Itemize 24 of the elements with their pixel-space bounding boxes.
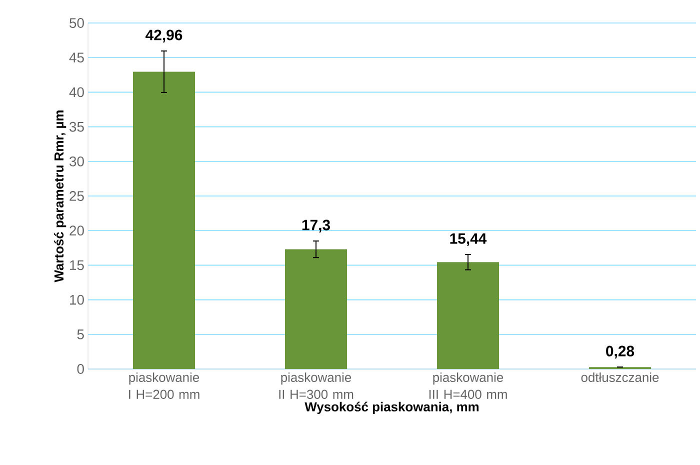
y-tick-label: 5: [77, 330, 84, 340]
y-tick-label: 20: [70, 226, 84, 236]
data-label: 42,96: [146, 30, 182, 42]
data-label: 17,3: [302, 220, 330, 232]
y-tick-label: 50: [70, 18, 84, 28]
data-label: 0,28: [606, 346, 634, 359]
x-tick-label: piaskowanie I H=200 mm: [129, 372, 200, 399]
y-axis-title: Wartość parametru Rmr, µm: [54, 110, 66, 282]
x-tick-label: piaskowanie III H=400 mm: [429, 372, 507, 399]
data-label: 15,44: [450, 233, 487, 246]
y-tick-label: 40: [69, 87, 84, 98]
y-tick-label: 15: [70, 260, 84, 270]
y-tick-label: 0: [77, 364, 84, 374]
y-tick-label: 35: [69, 122, 84, 132]
bar: [285, 249, 348, 369]
y-tick-label: 10: [70, 294, 84, 305]
x-axis-title: Wysokość piaskowania, mm: [304, 402, 479, 414]
y-tick-label: 30: [69, 156, 84, 166]
bar: [437, 262, 500, 369]
y-tick-label: 25: [70, 191, 84, 201]
bar: [133, 72, 195, 369]
x-tick-label: piaskowanie II H=300 mm: [279, 372, 354, 399]
y-tick-label: 45: [69, 52, 84, 62]
x-tick-label: odtłuszczanie: [581, 372, 659, 382]
